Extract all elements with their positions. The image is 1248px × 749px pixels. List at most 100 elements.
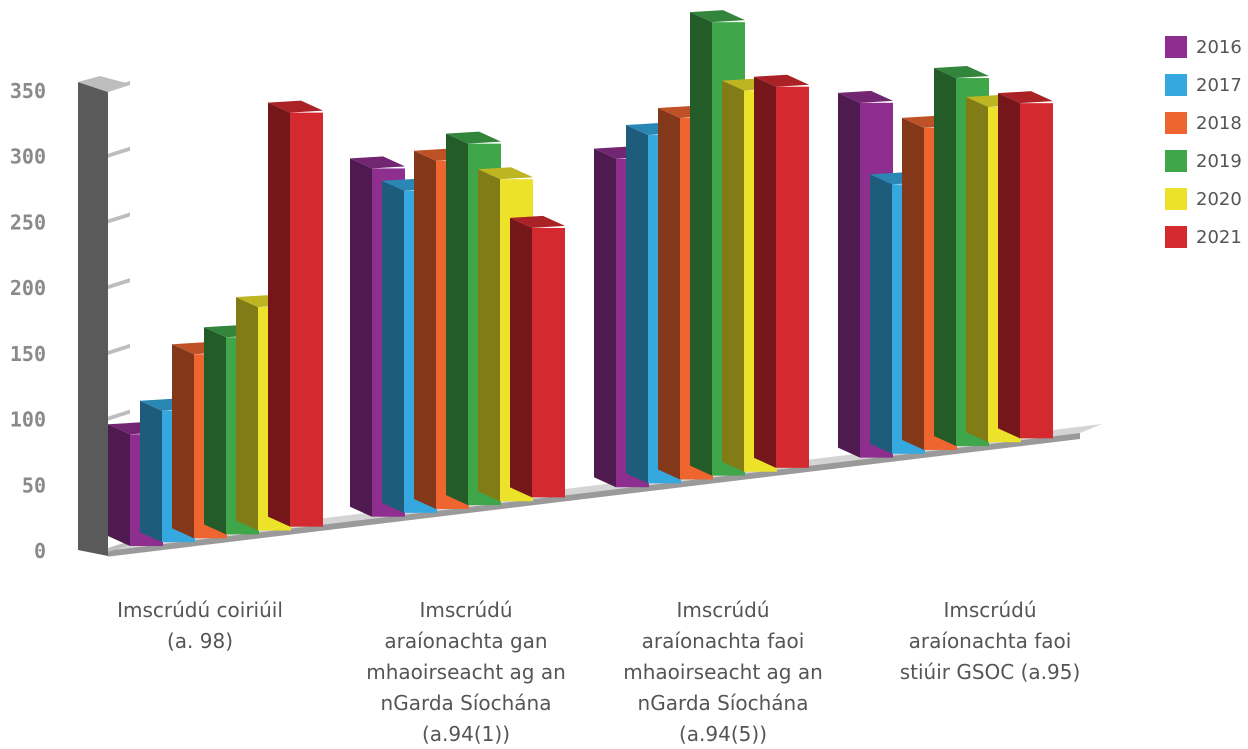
bar-side: [108, 424, 130, 547]
category-label-line: mhaoirseacht ag an: [623, 660, 823, 684]
bar-front: [776, 86, 809, 468]
category-label-line: stiúir GSOC (a.95): [900, 660, 1081, 684]
category-label-line: Imscrúdú coiriúil: [117, 598, 283, 622]
legend-item: 2018: [1165, 104, 1242, 142]
floor-top: [108, 424, 1102, 551]
y-tick-mark: [108, 81, 130, 92]
bar-side: [754, 76, 776, 468]
bar-side: [140, 400, 162, 543]
bar: [510, 215, 565, 498]
bar-front: [290, 112, 323, 527]
bar-side: [658, 108, 680, 480]
legend-item: 2019: [1165, 142, 1242, 180]
category-label-line: nGarda Síochána: [638, 691, 809, 715]
legend-item: 2017: [1165, 66, 1242, 104]
legend-swatch: [1165, 150, 1187, 172]
category-label-line: (a. 98): [167, 629, 233, 653]
bar-side: [934, 68, 956, 447]
y-tick-mark: [108, 278, 130, 290]
bar-side: [350, 158, 372, 517]
category-group: [838, 66, 1053, 458]
bar: [268, 100, 323, 527]
bar-top: [268, 100, 323, 113]
y-tick-label: 200: [10, 276, 46, 300]
category-label-line: Imscrúdú: [419, 598, 512, 622]
legend-label: 2017: [1196, 74, 1242, 96]
y-tick-label: 300: [10, 145, 46, 169]
legend-swatch: [1165, 188, 1187, 210]
legend-swatch: [1165, 74, 1187, 96]
bar-side: [902, 117, 924, 450]
y-tick-mark: [108, 212, 130, 224]
bar-side: [690, 12, 712, 476]
category-label-line: Imscrúdú: [676, 598, 769, 622]
category-label-line: mhaoirseacht ag an: [366, 660, 566, 684]
bar-side: [236, 297, 258, 531]
legend-item: 2020: [1165, 180, 1242, 218]
bar-top: [998, 91, 1053, 104]
y-tick-mark: [108, 343, 130, 355]
y-tick-label: 250: [10, 210, 46, 234]
bar-top: [754, 74, 809, 87]
bar-top: [838, 90, 893, 103]
bar-side: [172, 344, 194, 539]
category-label-line: araíonachta faoi: [909, 629, 1072, 653]
legend-label: 2021: [1196, 226, 1242, 248]
category-label: Imscrúdú araíonachta faoi mhaoirseacht ag …: [623, 598, 823, 746]
bar-side: [870, 174, 892, 454]
y-tick-label: 50: [22, 473, 46, 497]
legend-label: 2020: [1196, 188, 1242, 210]
floor-edge: [108, 433, 1080, 557]
legend-item: 2021: [1165, 218, 1242, 256]
y-axis-wall-side: [78, 82, 108, 556]
bar-side: [204, 327, 226, 535]
bar-side: [478, 169, 500, 502]
category-label: Imscrúdú araíonachta gan mhaoirseacht ag a…: [366, 598, 566, 746]
bar-side: [722, 80, 744, 472]
bar-front: [1020, 103, 1053, 439]
legend: 2016 2017 2018 2019 2020 2021: [1165, 28, 1242, 256]
category-label-line: Imscrúdú: [943, 598, 1036, 622]
bar-side: [626, 125, 648, 484]
legend-swatch: [1165, 112, 1187, 134]
bar-side: [594, 148, 616, 488]
bar-side: [268, 102, 290, 527]
bar-top: [446, 131, 501, 144]
legend-label: 2019: [1196, 150, 1242, 172]
bar-top: [350, 156, 405, 169]
category-group: [350, 131, 565, 517]
category-label-line: araíonachta faoi: [642, 629, 805, 653]
category-label: Imscrúdú coiriúil (a. 98): [117, 598, 283, 653]
y-tick-label: 100: [10, 408, 46, 432]
category-group: [108, 100, 323, 547]
bar-side: [446, 133, 468, 506]
y-tick-label: 0: [34, 539, 46, 563]
bar-side: [510, 217, 532, 498]
y-tick-mark: [108, 541, 130, 552]
legend-item: 2016: [1165, 28, 1242, 66]
category-group: [594, 10, 809, 488]
y-tick-label: 350: [10, 79, 46, 103]
bar-side: [966, 97, 988, 443]
legend-label: 2016: [1196, 36, 1242, 58]
legend-swatch: [1165, 226, 1187, 248]
bar: [754, 74, 809, 468]
bar-top: [934, 66, 989, 79]
category-label: Imscrúdú araíonachta faoi stiúir GSOC (a.9…: [900, 598, 1081, 684]
bar-top: [478, 167, 533, 180]
category-label-line: araíonachta gan: [384, 629, 547, 653]
bar-side: [382, 180, 404, 513]
category-label-line: (a.94(1)): [422, 722, 510, 746]
legend-label: 2018: [1196, 112, 1242, 134]
bar-side: [414, 150, 436, 509]
legend-swatch: [1165, 36, 1187, 58]
bar-top: [510, 215, 565, 228]
y-tick-mark: [108, 409, 130, 421]
y-tick-label: 150: [10, 342, 46, 366]
y-tick-mark: [108, 146, 130, 158]
bar-side: [998, 93, 1020, 439]
category-label-line: nGarda Síochána: [381, 691, 552, 715]
category-label-line: (a.94(5)): [679, 722, 767, 746]
bar-front: [532, 227, 565, 498]
